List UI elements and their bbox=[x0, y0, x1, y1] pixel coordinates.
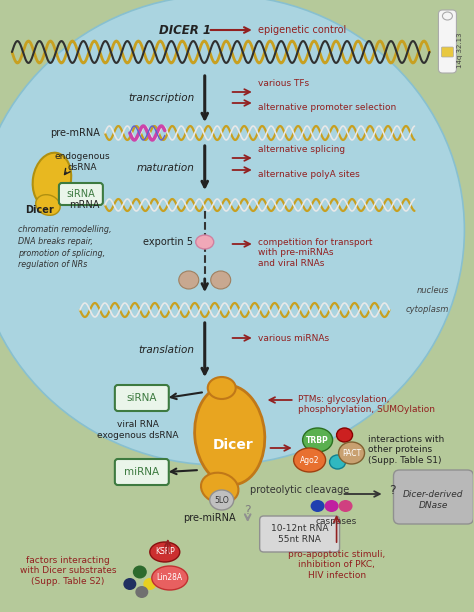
Text: various TFs: various TFs bbox=[258, 79, 309, 88]
Text: miRNA: miRNA bbox=[124, 467, 159, 477]
FancyBboxPatch shape bbox=[115, 459, 169, 485]
Text: Dicer: Dicer bbox=[212, 438, 253, 452]
Ellipse shape bbox=[338, 500, 353, 512]
Text: DICER 1: DICER 1 bbox=[159, 23, 211, 37]
Text: siRNA: siRNA bbox=[66, 189, 95, 199]
Text: Ago2: Ago2 bbox=[300, 455, 319, 465]
Ellipse shape bbox=[211, 271, 231, 289]
Text: alternative promoter selection: alternative promoter selection bbox=[258, 103, 396, 112]
Text: various miRNAs: various miRNAs bbox=[258, 334, 329, 343]
Ellipse shape bbox=[310, 500, 325, 512]
Ellipse shape bbox=[210, 490, 234, 510]
Text: alternative polyA sites: alternative polyA sites bbox=[258, 170, 359, 179]
Text: translation: translation bbox=[139, 345, 195, 355]
Ellipse shape bbox=[302, 428, 333, 452]
Text: pro-apoptotic stimuli,
inhibition of PKC,
HIV infection: pro-apoptotic stimuli, inhibition of PKC… bbox=[288, 550, 385, 580]
FancyBboxPatch shape bbox=[59, 183, 103, 205]
Text: competition for transport
with pre-miRNAs
and viral RNAs: competition for transport with pre-miRNA… bbox=[258, 238, 372, 268]
Ellipse shape bbox=[133, 565, 147, 578]
Text: alternative splicing: alternative splicing bbox=[258, 145, 345, 154]
Ellipse shape bbox=[208, 377, 236, 399]
Text: exportin 5: exportin 5 bbox=[143, 237, 193, 247]
Ellipse shape bbox=[329, 455, 346, 469]
Ellipse shape bbox=[338, 442, 365, 464]
Text: Dicer-derived
DNase: Dicer-derived DNase bbox=[403, 490, 464, 510]
Text: PACT: PACT bbox=[342, 449, 361, 458]
Text: Lin28A: Lin28A bbox=[157, 573, 183, 583]
Text: cytoplasm: cytoplasm bbox=[406, 305, 449, 314]
FancyBboxPatch shape bbox=[438, 10, 456, 73]
Ellipse shape bbox=[150, 542, 180, 562]
Text: pre-miRNA: pre-miRNA bbox=[183, 513, 236, 523]
Ellipse shape bbox=[442, 12, 452, 20]
Text: transcription: transcription bbox=[128, 93, 195, 103]
Ellipse shape bbox=[152, 566, 188, 590]
Ellipse shape bbox=[337, 428, 353, 442]
FancyBboxPatch shape bbox=[441, 47, 454, 57]
Text: maturation: maturation bbox=[137, 163, 195, 173]
Text: TRBP: TRBP bbox=[306, 436, 329, 444]
FancyBboxPatch shape bbox=[393, 470, 474, 524]
Ellipse shape bbox=[325, 500, 338, 512]
Ellipse shape bbox=[33, 153, 71, 207]
Text: caspases: caspases bbox=[316, 518, 357, 526]
Text: proteolytic cleavage: proteolytic cleavage bbox=[250, 485, 349, 495]
Text: mRNA: mRNA bbox=[70, 200, 100, 210]
Text: 14q 32.13: 14q 32.13 bbox=[457, 32, 464, 68]
Text: Dicer: Dicer bbox=[26, 205, 55, 215]
Text: endogenous
dsRNA: endogenous dsRNA bbox=[54, 152, 109, 172]
Ellipse shape bbox=[293, 448, 326, 472]
Text: 10-12nt RNA
55nt RNA: 10-12nt RNA 55nt RNA bbox=[271, 524, 328, 543]
Ellipse shape bbox=[179, 271, 199, 289]
Text: viral RNA
exogenous dsRNA: viral RNA exogenous dsRNA bbox=[97, 420, 179, 439]
Ellipse shape bbox=[201, 472, 238, 503]
Ellipse shape bbox=[0, 0, 465, 465]
Text: ?: ? bbox=[390, 483, 396, 496]
Text: PTMs: glycosylation,
phosphorylation, SUMOylation: PTMs: glycosylation, phosphorylation, SU… bbox=[298, 395, 435, 414]
Text: siRNA: siRNA bbox=[127, 393, 157, 403]
Text: pre-mRNA: pre-mRNA bbox=[50, 128, 100, 138]
Ellipse shape bbox=[123, 578, 137, 590]
Text: KSRP: KSRP bbox=[155, 548, 174, 556]
Ellipse shape bbox=[36, 195, 60, 215]
Text: 5LO: 5LO bbox=[214, 496, 229, 504]
Ellipse shape bbox=[196, 235, 214, 249]
FancyBboxPatch shape bbox=[115, 385, 169, 411]
Ellipse shape bbox=[136, 586, 148, 598]
Text: epigenetic control: epigenetic control bbox=[258, 25, 346, 35]
Ellipse shape bbox=[195, 385, 265, 485]
Text: interactions with
other proteins
(Supp. Table S1): interactions with other proteins (Supp. … bbox=[367, 435, 444, 465]
FancyBboxPatch shape bbox=[260, 516, 339, 552]
Text: factors interacting
with Dicer substrates
(Supp. Table S2): factors interacting with Dicer substrate… bbox=[19, 556, 116, 586]
Text: chromatin remodelling,
DNA breaks repair,
promotion of splicing,
regulation of N: chromatin remodelling, DNA breaks repair… bbox=[18, 225, 111, 269]
Ellipse shape bbox=[143, 578, 156, 590]
Text: ?: ? bbox=[245, 504, 251, 517]
Text: nucleus: nucleus bbox=[417, 286, 449, 295]
